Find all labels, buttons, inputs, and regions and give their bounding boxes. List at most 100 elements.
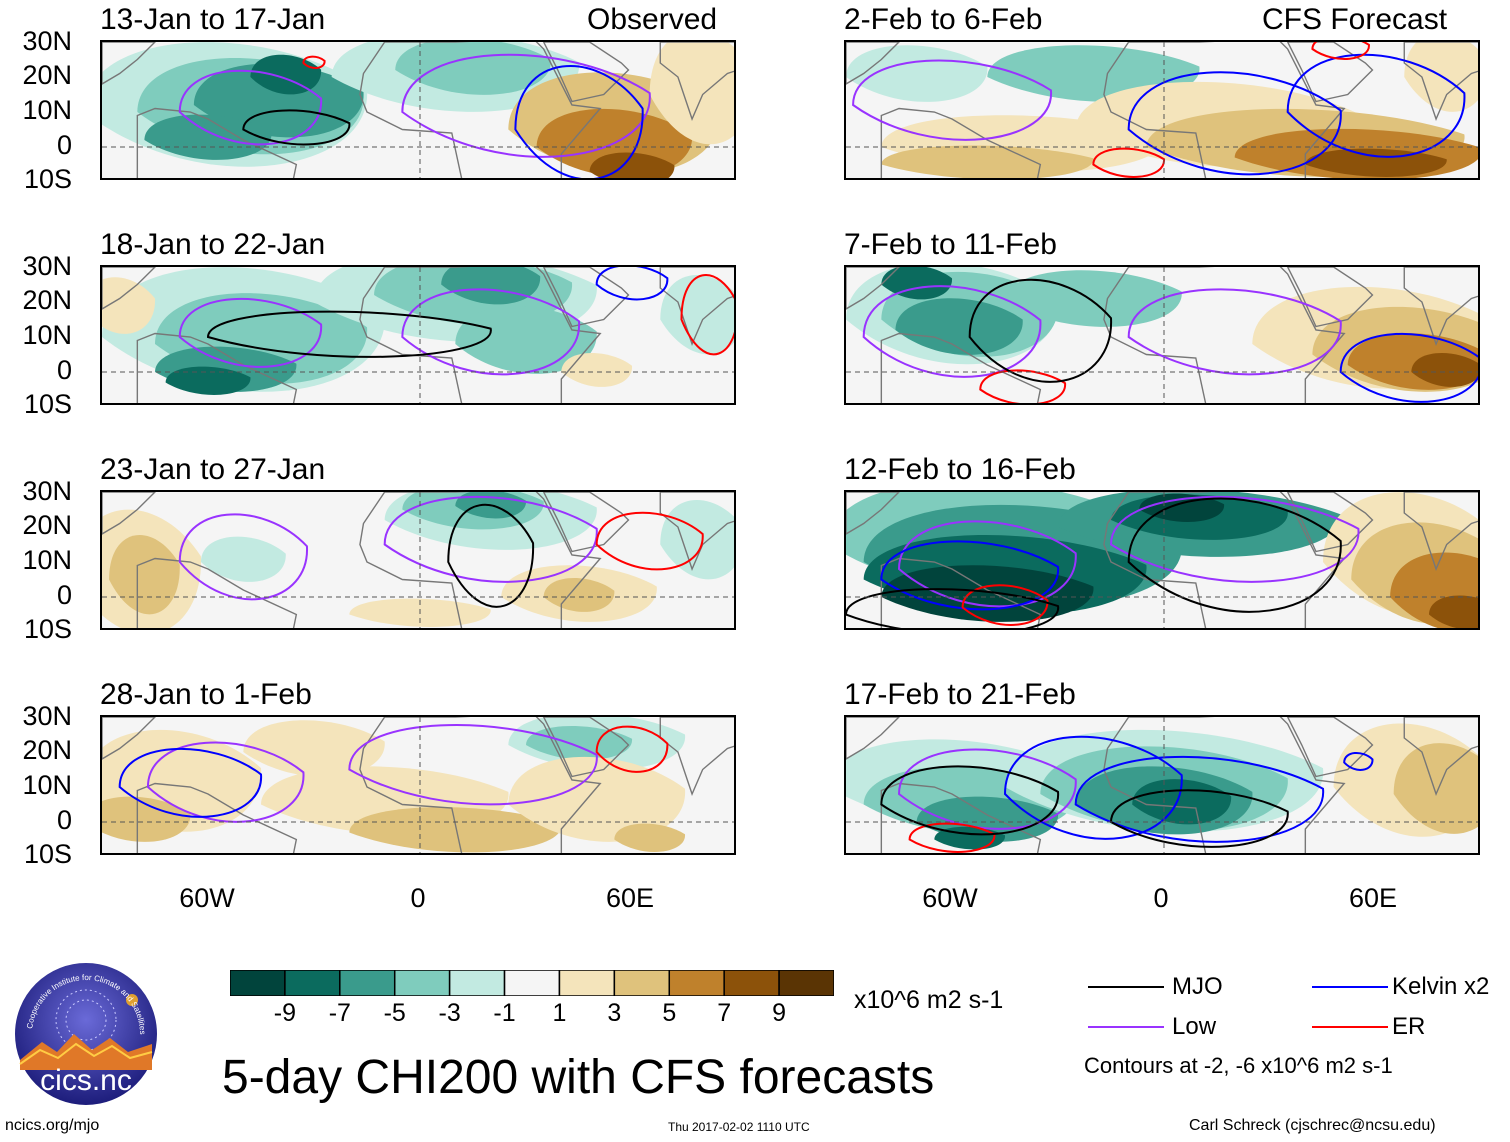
- anomaly-shading: [1429, 595, 1478, 628]
- coastline: [1403, 267, 1478, 346]
- map-svg: [102, 42, 734, 178]
- wave-contour: [595, 725, 669, 773]
- panel-title: 18-Jan to 22-Jan: [100, 228, 326, 261]
- figure-title: 5-day CHI200 with CFS forecasts: [222, 1051, 935, 1104]
- lat-label: 30N: [22, 476, 72, 506]
- legend-label: MJO: [1172, 973, 1223, 1000]
- coastline: [846, 717, 900, 760]
- wave-contour: [178, 513, 308, 601]
- coastline: [846, 42, 900, 85]
- wave-contour: [146, 741, 305, 823]
- coastline: [102, 267, 156, 310]
- wave-contour: [447, 503, 535, 608]
- anomaly-shading: [1393, 743, 1478, 834]
- lat-label: 20N: [22, 735, 72, 765]
- wave-contour: [1311, 42, 1370, 60]
- map-svg: [846, 717, 1478, 853]
- lat-label: 30N: [22, 26, 72, 56]
- coastline: [136, 782, 298, 853]
- wave-contour: [979, 369, 1067, 403]
- coastline: [359, 717, 602, 853]
- wave-contour: [348, 724, 598, 806]
- colorbar-swatch: [339, 969, 396, 997]
- map-svg: [846, 267, 1478, 403]
- wave-contour: [880, 540, 1060, 611]
- map-svg: [846, 492, 1478, 628]
- forecast-label: CFS Forecast: [1262, 3, 1448, 36]
- colorbar-swatch: [558, 969, 616, 997]
- colorbar-tick-label: 9: [772, 999, 787, 1027]
- colorbar-tick-label: 7: [717, 999, 732, 1027]
- wave-contour: [1074, 755, 1325, 843]
- coastline: [136, 557, 298, 628]
- legend-line-kelvin: [1312, 986, 1388, 988]
- map-svg: [102, 267, 734, 403]
- anomaly-shading: [349, 807, 562, 853]
- lat-label: 10N: [22, 95, 72, 125]
- anomaly-shading: [881, 267, 953, 300]
- colorbar-swatch: [393, 969, 451, 997]
- wave-contour: [595, 511, 704, 571]
- wave-contour: [118, 747, 263, 818]
- anomaly-shading: [895, 298, 1023, 355]
- coastline: [880, 332, 1042, 403]
- wave-contour: [897, 520, 1077, 608]
- wave-contour: [961, 584, 1049, 626]
- wave-contour: [1286, 53, 1466, 158]
- anomaly-shading: [1305, 148, 1447, 177]
- contours-note: Contours at -2, -6 x10^6 m2 s-1: [1084, 1053, 1393, 1078]
- wave-contour: [1003, 735, 1183, 840]
- wave-contour: [1109, 789, 1289, 848]
- anomaly-shading: [1411, 352, 1478, 387]
- wave-contour: [1127, 497, 1342, 613]
- lat-label: 10N: [22, 320, 72, 350]
- legend-line-mjo: [1088, 986, 1164, 988]
- wave-contour: [206, 310, 492, 358]
- anomaly-shading: [165, 366, 251, 395]
- lat-label: 10N: [22, 770, 72, 800]
- coastline: [359, 492, 602, 628]
- colorbar-tick-label: 5: [662, 999, 677, 1027]
- anomaly-shading: [144, 114, 272, 160]
- panel-title: 28-Jan to 1-Feb: [100, 678, 312, 711]
- anomaly-shading: [1139, 493, 1225, 522]
- lon-label: 60W: [922, 883, 978, 913]
- map-svg: [102, 492, 734, 628]
- wave-contour: [178, 69, 323, 146]
- map-svg: [846, 42, 1478, 178]
- colorbar-swatch: [503, 969, 561, 997]
- wave-contour: [383, 495, 598, 583]
- colorbar-tick-label: 3: [607, 999, 622, 1027]
- map-panel: [100, 490, 736, 630]
- wave-contour: [514, 65, 644, 178]
- panel-title: 12-Feb to 16-Feb: [844, 453, 1076, 486]
- wave-contour: [1339, 332, 1478, 403]
- anomaly-shading: [200, 536, 286, 582]
- wave-contour: [595, 267, 669, 301]
- lat-label: 20N: [22, 510, 72, 540]
- coastline: [359, 42, 602, 178]
- map-svg: [102, 717, 734, 853]
- wave-contour: [680, 274, 734, 356]
- coastline: [542, 267, 630, 328]
- wave-contour: [401, 288, 581, 376]
- lon-label: 60E: [1348, 883, 1398, 913]
- lat-label: 0: [56, 355, 72, 385]
- map-panel: [844, 265, 1480, 405]
- colorbar-tick-label: 1: [552, 999, 567, 1027]
- colorbar-swatch: [778, 969, 835, 997]
- coastline: [542, 717, 630, 778]
- footer-timestamp: Thu 2017-02-02 1110 UTC: [668, 1120, 810, 1134]
- wave-contour: [401, 53, 651, 158]
- colorbar-swatch: [613, 969, 671, 997]
- colorbar-swatch: [229, 969, 286, 997]
- wave-contour: [852, 59, 1052, 141]
- wave-contour: [1343, 752, 1374, 771]
- legend-line-er: [1312, 1026, 1388, 1028]
- colorbar-swatch: [723, 969, 780, 997]
- anomaly-shading: [561, 352, 633, 387]
- panel-title: 17-Feb to 21-Feb: [844, 678, 1076, 711]
- cics-logo: Cooperative Institute for Climate and Sa…: [12, 960, 160, 1108]
- panel-title: 13-Jan to 17-Jan: [100, 3, 326, 36]
- map-panel: [844, 715, 1480, 855]
